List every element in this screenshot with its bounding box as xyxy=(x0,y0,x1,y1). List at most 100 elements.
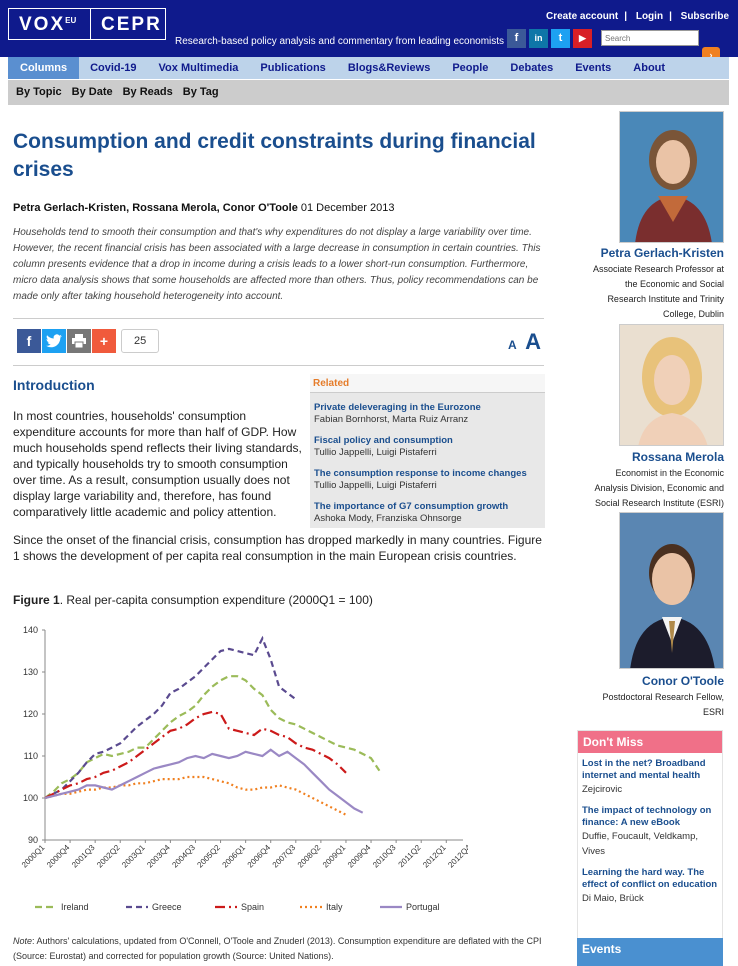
legend-label: Italy xyxy=(326,902,343,912)
share-count: 25 xyxy=(121,329,160,353)
site-logo[interactable]: VOXEU CEPR xyxy=(8,8,166,40)
subscribe-link[interactable]: Subscribe xyxy=(680,11,730,22)
related-item-title[interactable]: The consumption response to income chang… xyxy=(314,468,527,479)
site-tagline: Research-based policy analysis and comme… xyxy=(175,36,505,47)
logo-cepr: CEPR xyxy=(101,14,162,35)
series-line-ireland xyxy=(44,675,381,799)
related-item-title[interactable]: The importance of G7 consumption growth xyxy=(314,501,509,512)
x-tick-label: 2006Q1 xyxy=(221,843,248,870)
article-authors[interactable]: Petra Gerlach-Kristen, Rossana Merola, C… xyxy=(13,202,298,214)
article-title: Consumption and credit constraints durin… xyxy=(13,130,536,181)
author-description: Postdoctoral Research Fellow, ESRI xyxy=(602,692,724,717)
author-name[interactable]: Petra Gerlach-Kristen xyxy=(600,246,724,260)
author-photo[interactable] xyxy=(619,324,724,446)
x-tick-label: 2012Q4 xyxy=(446,843,468,870)
dont-miss-item: Lost in the net? Broadband internet and … xyxy=(578,758,722,797)
related-item-authors: Tullio Jappelli, Luigi Pistaferri xyxy=(314,447,437,458)
share-facebook-icon[interactable]: f xyxy=(17,329,41,353)
author-name[interactable]: Rossana Merola xyxy=(631,450,724,464)
author-description: Economist in the Economic Analysis Divisi… xyxy=(594,468,724,508)
related-box: Related Private deleveraging in the Euro… xyxy=(310,374,545,528)
nav-item-about[interactable]: About xyxy=(633,62,666,74)
print-icon[interactable] xyxy=(67,329,91,353)
dont-miss-heading: Don't Miss xyxy=(578,731,722,753)
y-tick-label: 100 xyxy=(23,793,38,803)
series-line-spain xyxy=(44,710,347,799)
x-tick-label: 2004Q3 xyxy=(170,843,197,870)
series-line-italy xyxy=(44,775,347,816)
author-description: Associate Research Professor at the Econo… xyxy=(592,264,724,319)
related-heading: Related xyxy=(310,374,545,393)
consumption-line-chart: 90 100 110 120 130 140 2000Q12000Q42001Q32002Q… xyxy=(20,625,468,912)
figure-label: Figure 1 xyxy=(13,593,60,607)
facebook-icon[interactable]: f xyxy=(507,29,526,48)
article-abstract: Households tend to smooth their consumpt… xyxy=(13,227,541,302)
y-tick-label: 110 xyxy=(24,751,38,761)
nav-item-blogs[interactable]: Blogs&Reviews xyxy=(347,62,431,74)
twitter-icon[interactable]: t xyxy=(551,29,570,48)
related-item-authors: Fabian Bornhorst, Marta Ruiz Arranz xyxy=(314,414,469,425)
font-smaller-button[interactable]: A xyxy=(508,338,517,352)
note-text: : Authors' calculations, updated from O'… xyxy=(13,936,542,961)
main-nav: Columns Covid-19 Vox Multimedia Publicat… xyxy=(8,57,729,79)
author-photo[interactable] xyxy=(619,111,724,243)
dont-miss-item: Learning the hard way. The effect of con… xyxy=(578,867,722,906)
nav-item-publications[interactable]: Publications xyxy=(260,62,326,74)
subnav-by-date[interactable]: By Date xyxy=(71,86,113,98)
dont-miss-item-authors: Zejcirovic xyxy=(582,784,623,795)
divider xyxy=(13,318,544,319)
section-heading: Introduction xyxy=(13,377,95,393)
x-tick-label: 2008Q2 xyxy=(296,843,323,870)
related-item-title[interactable]: Private deleveraging in the Eurozone xyxy=(314,402,481,413)
search-input[interactable] xyxy=(601,30,699,46)
nav-item-events[interactable]: Events xyxy=(575,62,612,74)
figure-caption: Figure 1. Real per-capita consumption ex… xyxy=(13,593,373,607)
dont-miss-item-title[interactable]: Learning the hard way. The effect of con… xyxy=(582,867,718,890)
dont-miss-item-title[interactable]: Lost in the net? Broadband internet and … xyxy=(582,758,706,781)
dont-miss-box: Don't Miss Lost in the net? Broadband in… xyxy=(577,730,723,940)
legend-label: Spain xyxy=(241,902,264,912)
article-byline: Petra Gerlach-Kristen, Rossana Merola, C… xyxy=(13,202,394,214)
subnav-by-reads[interactable]: By Reads xyxy=(122,86,173,98)
events-heading[interactable]: Events xyxy=(577,938,723,966)
nav-item-multimedia[interactable]: Vox Multimedia xyxy=(158,62,239,74)
login-link[interactable]: Login xyxy=(635,11,664,22)
dont-miss-item-title[interactable]: The impact of technology on finance: A n… xyxy=(582,805,712,828)
article-date: 01 December 2013 xyxy=(300,202,395,214)
nav-item-debates[interactable]: Debates xyxy=(510,62,554,74)
subnav-by-topic[interactable]: By Topic xyxy=(16,86,62,98)
font-larger-button[interactable]: A xyxy=(525,329,542,354)
share-twitter-icon[interactable] xyxy=(42,329,66,353)
x-tick-label: 2009Q4 xyxy=(346,843,373,870)
x-tick-label: 2007Q3 xyxy=(271,843,298,870)
note-label: Note xyxy=(13,936,33,946)
x-tick-label: 2009Q1 xyxy=(321,843,348,870)
account-links: Create account | Login | Subscribe xyxy=(546,11,730,22)
share-more-icon[interactable]: + xyxy=(92,329,116,353)
related-item-authors: Tullio Jappelli, Luigi Pistaferri xyxy=(314,480,437,491)
subnav-by-tag[interactable]: By Tag xyxy=(182,86,219,98)
legend-label: Portugal xyxy=(406,902,440,912)
author-name[interactable]: Conor O'Toole xyxy=(642,674,724,688)
figure-title: . Real per-capita consumption expenditur… xyxy=(59,593,373,607)
x-tick-label: 2002Q2 xyxy=(95,843,122,870)
dont-miss-item: The impact of technology on finance: A n… xyxy=(578,805,722,859)
nav-item-people[interactable]: People xyxy=(452,62,489,74)
series-line-greece xyxy=(44,635,297,799)
nav-item-columns[interactable]: Columns xyxy=(8,57,80,79)
x-tick-label: 2005Q2 xyxy=(195,843,222,870)
x-tick-label: 2000Q4 xyxy=(45,843,72,870)
youtube-icon[interactable]: ▶ xyxy=(573,29,592,48)
author-photo[interactable] xyxy=(619,512,724,669)
x-tick-label: 2012Q1 xyxy=(421,843,448,870)
x-tick-label: 2003Q1 xyxy=(120,843,147,870)
related-item: The importance of G7 consumption growth … xyxy=(310,501,545,525)
nav-item-covid[interactable]: Covid-19 xyxy=(90,62,137,74)
create-account-link[interactable]: Create account xyxy=(546,11,619,22)
figure-note: Note: Authors' calculations, updated fro… xyxy=(13,934,543,964)
x-tick-label: 2000Q1 xyxy=(20,843,47,870)
linkedin-icon[interactable]: in xyxy=(529,29,548,48)
paragraph: Since the onset of the financial crisis,… xyxy=(13,533,542,563)
related-item-title[interactable]: Fiscal policy and consumption xyxy=(314,435,453,446)
share-bar: f + 25 xyxy=(17,329,160,353)
